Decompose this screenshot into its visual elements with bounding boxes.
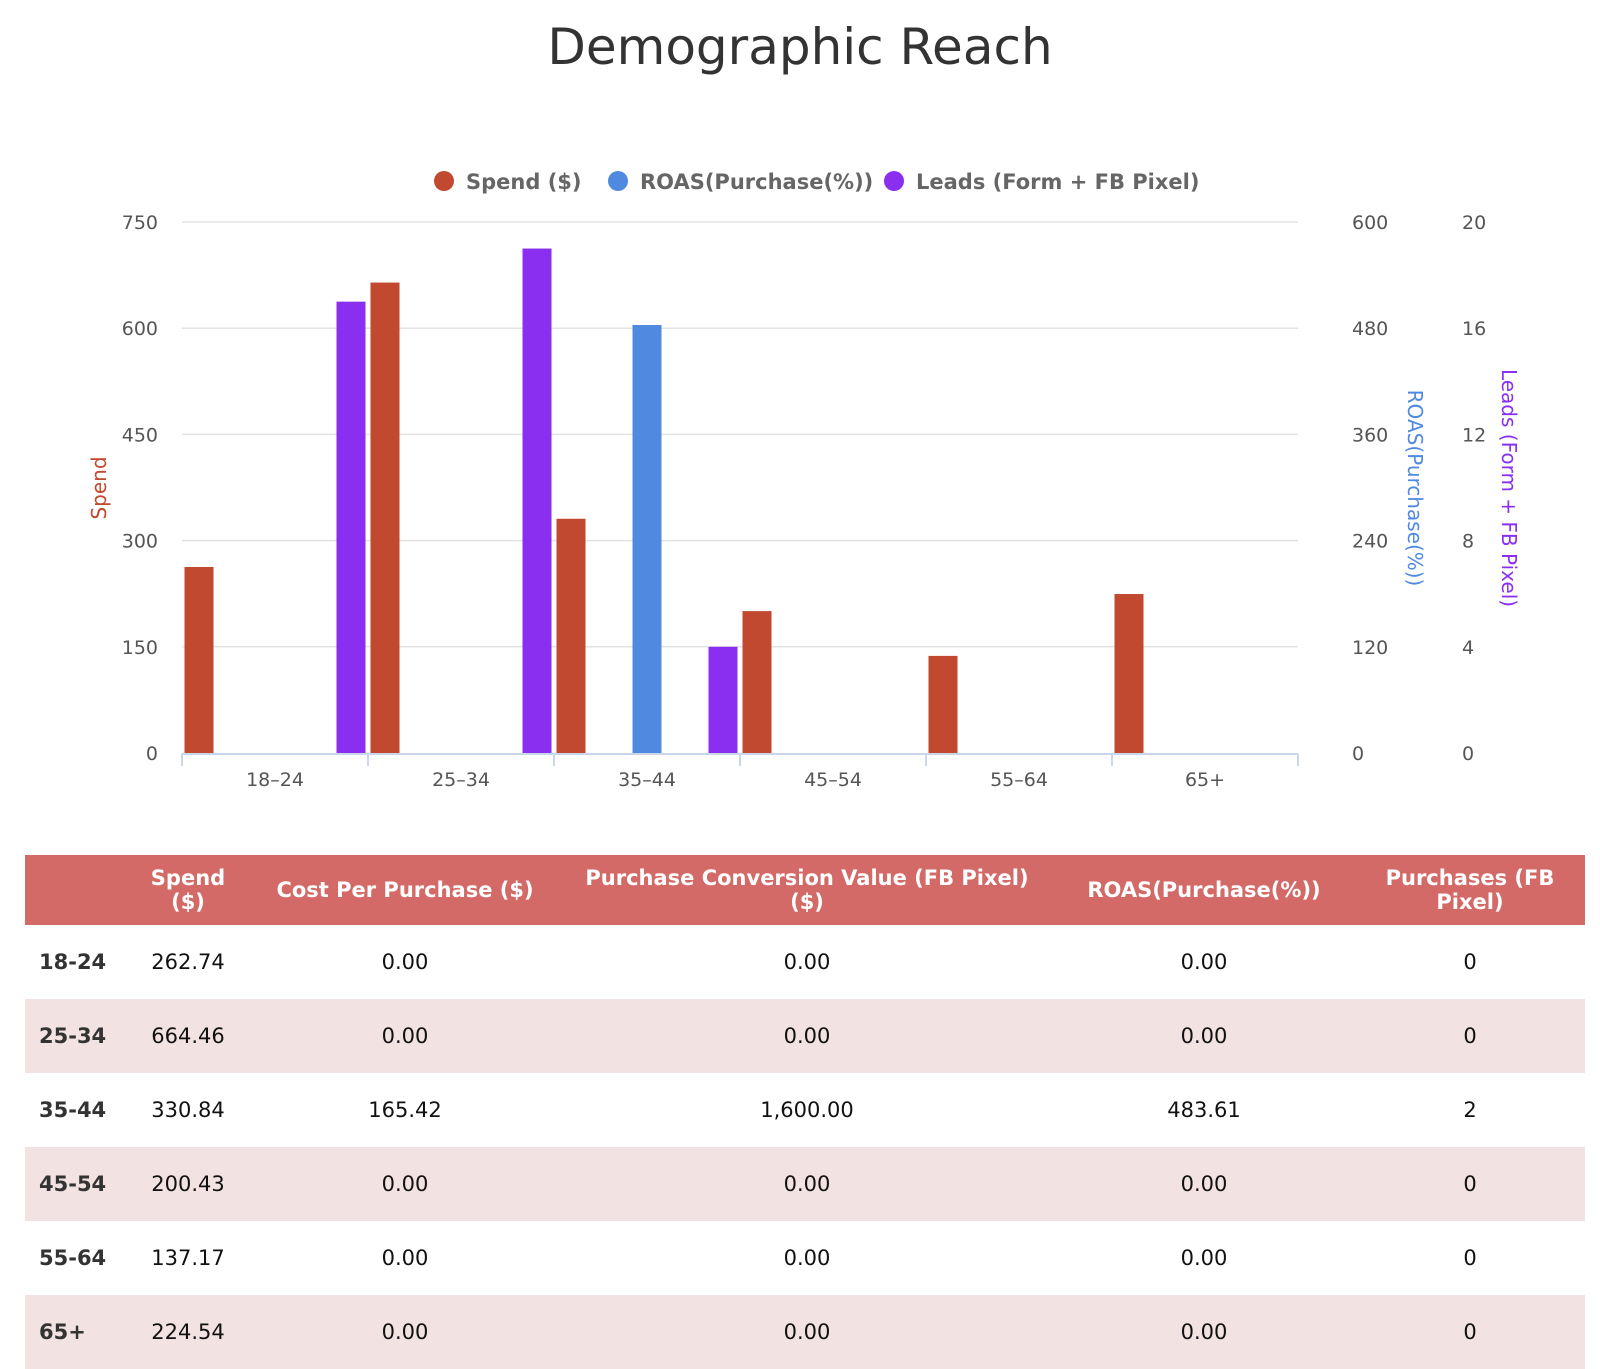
y-tick-label: 16 — [1462, 318, 1486, 340]
table-cell: 0.00 — [783, 1246, 831, 1270]
legend-marker — [608, 171, 628, 191]
bar-right1 — [632, 325, 662, 753]
x-tick-label: 35–44 — [618, 769, 676, 791]
y-tick-label: 20 — [1462, 212, 1486, 234]
y-axis-title: Spend — [87, 456, 111, 519]
y-tick-label: 450 — [122, 424, 158, 446]
bar-left — [1114, 594, 1144, 753]
legend-label: Spend ($) — [466, 170, 582, 194]
table-cell: 0.00 — [249, 1147, 561, 1221]
table-cell: 0 — [1355, 999, 1585, 1073]
y-tick-label: 120 — [1352, 637, 1388, 659]
table-cell: 0.00 — [561, 1295, 1053, 1369]
table-row: 18-24 262.74 0.00 0.00 0.00 0 — [25, 925, 1585, 999]
table-cell: 0.00 — [561, 999, 1053, 1073]
table-cell: 0.00 — [381, 950, 429, 974]
y-tick-label: 600 — [1352, 212, 1388, 234]
y-tick-label: 12 — [1462, 424, 1486, 446]
table-cell: 165.42 — [368, 1098, 442, 1122]
row-label: 55-64 — [39, 1246, 107, 1270]
table-cell: 0.00 — [381, 1246, 429, 1270]
legend-marker — [884, 171, 904, 191]
bar-left — [370, 282, 400, 753]
table-cell: 2 — [1463, 1098, 1477, 1122]
y-tick-label: 0 — [1352, 743, 1364, 765]
table-cell: 0.00 — [1053, 1147, 1355, 1221]
table-header: ROAS(Purchase(%)) — [1053, 855, 1355, 925]
table-header: Cost Per Purchase ($) — [249, 855, 561, 925]
y-tick-label: 0 — [1462, 743, 1474, 765]
table-cell: 0.00 — [249, 1295, 561, 1369]
table-header: Spend ($) — [127, 855, 249, 925]
table-cell: 0 — [1463, 1246, 1477, 1270]
table-cell: 0.00 — [1053, 999, 1355, 1073]
row-label: 35-44 — [39, 1098, 107, 1122]
table-cell: 0.00 — [249, 999, 561, 1073]
y-tick-label: 0 — [146, 743, 158, 765]
y-tick-label: 8 — [1462, 531, 1474, 553]
table-header-row: Spend ($) Cost Per Purchase ($) Purchase… — [25, 855, 1585, 925]
x-tick-label: 18–24 — [246, 769, 304, 791]
table-cell: 0 — [1463, 950, 1477, 974]
table-row: 45-54 200.43 0.00 0.00 0.00 0 — [25, 1147, 1585, 1221]
legend-label: ROAS(Purchase(%)) — [640, 170, 873, 194]
demographic-chart: 0 150 300 450 600 750 0 120 240 360 480 600 0 4 8 12 16 2… — [87, 170, 1521, 791]
y-tick-label: 480 — [1352, 318, 1388, 340]
x-tick-label: 65+ — [1185, 769, 1225, 791]
bar-left — [742, 611, 772, 753]
table-cell: 224.54 — [127, 1295, 249, 1369]
table-header: Purchases (FB Pixel) — [1355, 855, 1585, 925]
table-cell: 0.00 — [783, 950, 831, 974]
row-label: 18-24 — [39, 950, 107, 974]
table-cell: 664.46 — [127, 999, 249, 1073]
y-tick-label: 240 — [1352, 531, 1388, 553]
bar-right2 — [708, 646, 738, 753]
y-axis-title: ROAS(Purchase(%)) — [1403, 390, 1427, 587]
table-header: Purchase Conversion Value (FB Pixel) ($) — [561, 855, 1053, 925]
bar-right2 — [336, 301, 366, 753]
y-axis-title: Leads (Form + FB Pixel) — [1497, 369, 1521, 607]
y-tick-label: 750 — [122, 212, 158, 234]
bar-left — [556, 518, 586, 753]
table-header — [25, 855, 127, 925]
table-cell: 0 — [1355, 1295, 1585, 1369]
table-cell: 0.00 — [1053, 1295, 1355, 1369]
table-cell: 137.17 — [151, 1246, 225, 1270]
table-cell: 0 — [1355, 1147, 1585, 1221]
table-row: 25-34 664.46 0.00 0.00 0.00 0 — [25, 999, 1585, 1073]
y-tick-label: 300 — [122, 531, 158, 553]
table-cell: 0.00 — [1180, 1246, 1228, 1270]
y-tick-label: 600 — [122, 318, 158, 340]
x-tick-label: 55–64 — [990, 769, 1048, 791]
table-row: 65+ 224.54 0.00 0.00 0.00 0 — [25, 1295, 1585, 1369]
table-cell: 200.43 — [127, 1147, 249, 1221]
y-tick-label: 4 — [1462, 637, 1474, 659]
legend-marker — [434, 171, 454, 191]
table-cell: 262.74 — [151, 950, 225, 974]
y-tick-label: 360 — [1352, 424, 1388, 446]
legend-label: Leads (Form + FB Pixel) — [916, 170, 1199, 194]
x-tick-label: 45–54 — [804, 769, 862, 791]
table-cell: 0.00 — [1180, 950, 1228, 974]
table-cell: 330.84 — [151, 1098, 225, 1122]
bar-left — [928, 655, 958, 753]
chart-title: Demographic Reach — [547, 18, 1053, 76]
y-tick-label: 150 — [122, 637, 158, 659]
row-label: 65+ — [25, 1295, 127, 1369]
table-cell: 0.00 — [561, 1147, 1053, 1221]
demographic-table: Spend ($) Cost Per Purchase ($) Purchase… — [25, 855, 1585, 1369]
table-cell: 1,600.00 — [760, 1098, 854, 1122]
table-row: 35-44 330.84 165.42 1,600.00 483.61 2 — [25, 1073, 1585, 1147]
row-label: 25-34 — [25, 999, 127, 1073]
row-label: 45-54 — [25, 1147, 127, 1221]
x-tick-label: 25–34 — [432, 769, 490, 791]
table-cell: 483.61 — [1167, 1098, 1241, 1122]
table-row: 55-64 137.17 0.00 0.00 0.00 0 — [25, 1221, 1585, 1295]
bar-left — [184, 566, 214, 753]
bar-right2 — [522, 248, 552, 754]
